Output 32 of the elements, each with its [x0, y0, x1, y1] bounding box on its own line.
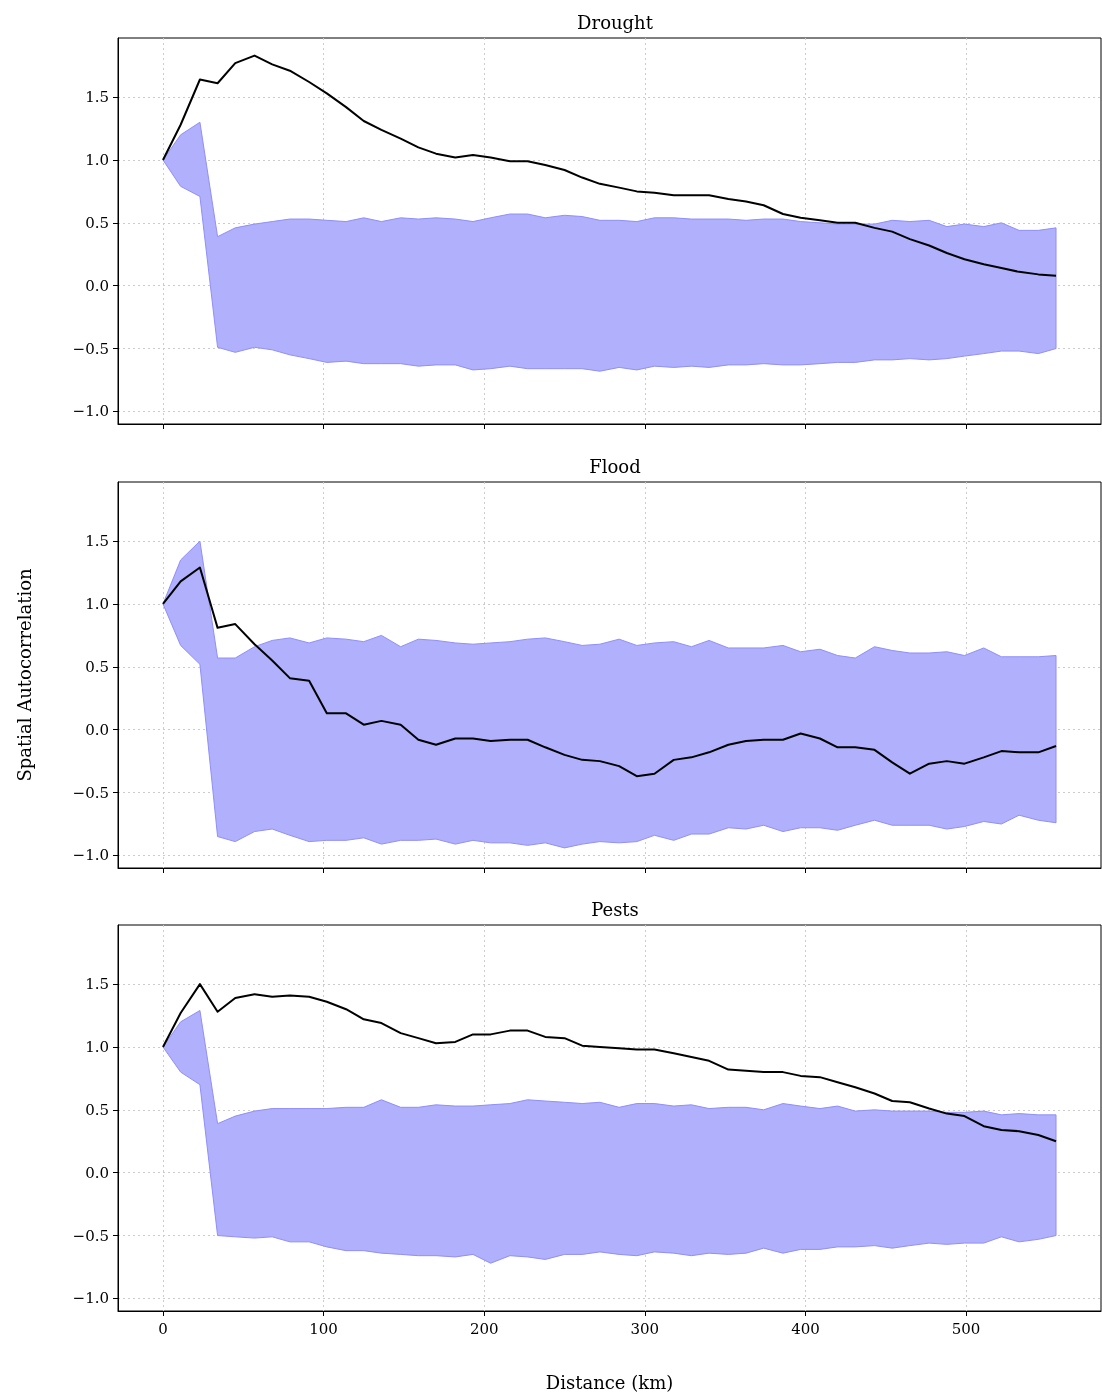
y-tick-label: 1.5 — [85, 975, 109, 994]
chart-title: Drought — [577, 11, 654, 33]
x-tick-label: 500 — [951, 1319, 981, 1338]
y-tick-label: 0.0 — [85, 1163, 109, 1182]
y-tick-label: 0.5 — [85, 213, 109, 232]
y-tick-label: 0.5 — [85, 657, 109, 676]
y-tick-label: −1.0 — [72, 1289, 109, 1308]
x-tick-label: 400 — [791, 1319, 820, 1338]
y-tick-label: −0.5 — [72, 339, 109, 358]
y-tick-label: −0.5 — [72, 783, 109, 802]
x-tick-label: 0 — [158, 1319, 168, 1338]
line-series — [161, 54, 1058, 277]
y-axis-title: Spatial Autocorrelation — [13, 568, 35, 782]
y-tick-label: −1.0 — [72, 846, 109, 865]
y-tick-label: −1.0 — [72, 402, 109, 421]
y-tick-label: 1.0 — [85, 594, 109, 613]
y-tick-label: 1.5 — [85, 88, 109, 107]
x-axis-title: Distance (km) — [545, 1371, 674, 1393]
line-series — [161, 566, 1058, 778]
line-series — [161, 983, 1058, 1143]
chart-title: Flood — [589, 455, 641, 477]
y-tick-label: 1.5 — [85, 532, 109, 551]
y-tick-label: 0.0 — [85, 276, 109, 295]
x-tick-label: 300 — [630, 1319, 660, 1338]
x-tick-label: 200 — [469, 1319, 499, 1338]
y-tick-label: 0.0 — [85, 720, 109, 739]
x-tick-label: 100 — [309, 1319, 338, 1338]
y-tick-label: 0.5 — [85, 1100, 109, 1119]
y-tick-label: 1.0 — [85, 150, 109, 169]
chart-title: Pests — [591, 898, 639, 920]
y-tick-label: 1.0 — [85, 1037, 109, 1056]
y-tick-label: −0.5 — [72, 1226, 109, 1245]
